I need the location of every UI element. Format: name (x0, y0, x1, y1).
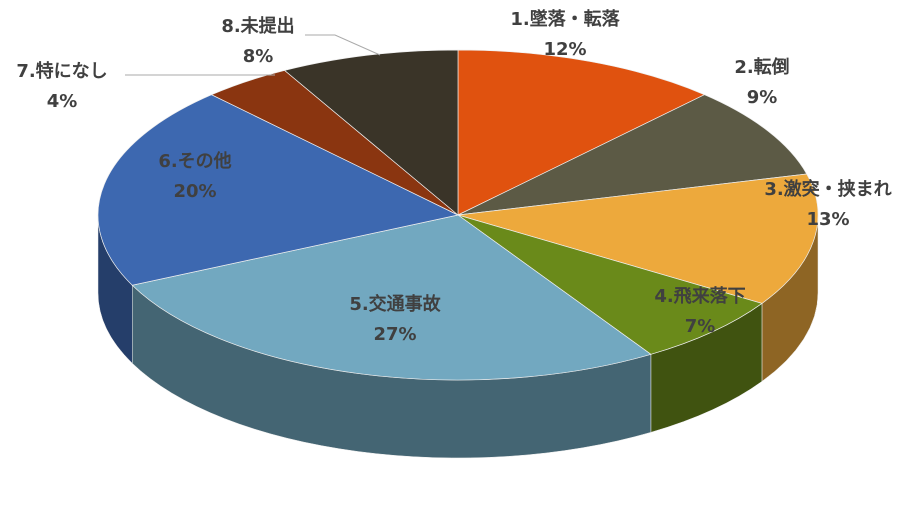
pie-slice (457, 49, 706, 216)
slice-label: 3.激突・挟まれ (764, 178, 891, 200)
slice-label: 5.交通事故 (349, 293, 441, 315)
pie-slice (283, 49, 459, 216)
pie-slice (457, 94, 808, 216)
pie-slice (97, 94, 460, 286)
value-label: 8% (243, 46, 274, 67)
value-label: 27% (373, 324, 416, 345)
slice-label: 4.飛来落下 (654, 286, 745, 307)
slice-label: 7.特になし (16, 60, 107, 82)
value-label: 4% (47, 91, 78, 112)
value-label: 7% (685, 316, 716, 337)
value-label: 12% (543, 39, 586, 60)
slice-label: 6.その他 (158, 150, 231, 172)
leader-line (305, 34, 381, 56)
pie-slice (457, 173, 819, 304)
pie-slice (131, 214, 652, 381)
slice-label: 1.墜落・転落 (510, 8, 620, 30)
pie-slice (457, 214, 763, 355)
value-label: 9% (747, 87, 778, 108)
slice-label: 2.転倒 (734, 56, 789, 78)
value-label: 13% (806, 209, 849, 230)
value-label: 20% (173, 181, 216, 202)
slice-label: 8.未提出 (221, 15, 294, 37)
